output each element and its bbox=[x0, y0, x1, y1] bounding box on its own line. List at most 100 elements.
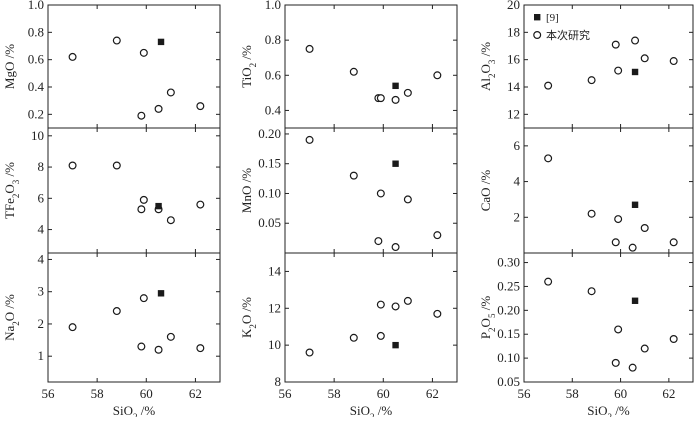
data-point-reference bbox=[157, 38, 165, 46]
y-axis-label: MgO /% bbox=[2, 44, 17, 89]
y-axis-label: TiO2 /% bbox=[239, 45, 258, 88]
x-tick-label: 60 bbox=[377, 386, 390, 401]
y-axis-label: Na2O /% bbox=[2, 294, 21, 341]
y-tick-label: 4 bbox=[38, 222, 45, 237]
x-axis-label: SiO2 /% bbox=[113, 403, 156, 417]
y-tick-label: 8 bbox=[275, 374, 282, 389]
y-tick-label: 0.15 bbox=[258, 156, 281, 171]
x-axis-label: SiO2 /% bbox=[587, 403, 630, 417]
data-point-this-study bbox=[614, 325, 623, 334]
data-point-this-study bbox=[137, 111, 146, 120]
y-tick-label: 0.4 bbox=[265, 102, 282, 117]
y-tick-label: 14 bbox=[507, 79, 521, 94]
panel-frame bbox=[284, 252, 458, 383]
y-tick-label: 0.25 bbox=[497, 278, 520, 293]
panel-frame bbox=[284, 127, 458, 254]
y-tick-label: 16 bbox=[507, 52, 521, 67]
panel-frame bbox=[47, 127, 221, 254]
x-tick-label: 58 bbox=[328, 386, 341, 401]
y-axis-label: P2O5 /% bbox=[478, 296, 497, 339]
x-tick-label: 58 bbox=[91, 386, 104, 401]
data-point-this-study bbox=[391, 302, 400, 311]
data-point-this-study bbox=[614, 66, 623, 75]
data-point-this-study bbox=[544, 277, 553, 286]
y-axis-label: Al2O3 /% bbox=[478, 42, 497, 91]
data-point-this-study bbox=[374, 237, 383, 246]
legend-label-reference: [9] bbox=[546, 12, 559, 24]
panel-frame bbox=[523, 252, 694, 383]
panel-frame bbox=[523, 127, 694, 254]
y-axis-label: CaO /% bbox=[478, 170, 493, 212]
data-point-this-study bbox=[544, 81, 553, 90]
y-tick-label: 0.4 bbox=[28, 79, 45, 94]
data-point-this-study bbox=[433, 231, 442, 240]
data-point-this-study bbox=[611, 238, 620, 247]
data-point-this-study bbox=[433, 309, 442, 318]
data-point-this-study bbox=[587, 76, 596, 85]
data-point-reference bbox=[157, 290, 165, 297]
y-tick-label: 18 bbox=[507, 24, 520, 39]
y-tick-label: 12 bbox=[268, 300, 281, 315]
panel-frame bbox=[284, 4, 458, 129]
data-point-this-study bbox=[305, 44, 314, 53]
y-tick-label: 0.8 bbox=[265, 32, 281, 47]
y-tick-label: 14 bbox=[268, 263, 282, 278]
data-point-this-study bbox=[376, 189, 385, 198]
x-tick-label: 62 bbox=[426, 386, 439, 401]
y-tick-label: 4 bbox=[514, 174, 521, 189]
x-tick-label: 58 bbox=[566, 386, 579, 401]
y-tick-label: 0.20 bbox=[258, 126, 281, 141]
data-point-this-study bbox=[112, 307, 121, 316]
x-tick-label: 60 bbox=[140, 386, 153, 401]
data-point-reference bbox=[155, 202, 162, 210]
data-point-this-study bbox=[68, 52, 77, 61]
data-point-this-study bbox=[614, 215, 623, 224]
y-tick-label: 1 bbox=[38, 348, 45, 363]
data-point-this-study bbox=[139, 294, 148, 303]
y-tick-label: 0.6 bbox=[28, 52, 45, 67]
y-tick-label: 0.15 bbox=[497, 326, 520, 341]
data-point-this-study bbox=[139, 48, 148, 57]
y-tick-label: 12 bbox=[507, 106, 520, 121]
y-tick-label: 0.6 bbox=[265, 67, 282, 82]
data-point-this-study bbox=[112, 161, 121, 170]
x-tick-label: 62 bbox=[189, 386, 202, 401]
y-tick-label: 0.10 bbox=[497, 350, 520, 365]
data-point-reference bbox=[392, 341, 399, 349]
data-point-this-study bbox=[403, 88, 412, 97]
panel-frame bbox=[47, 4, 221, 129]
y-tick-label: 2 bbox=[38, 316, 45, 331]
data-point-this-study bbox=[391, 95, 400, 104]
y-tick-label: 6 bbox=[38, 190, 45, 205]
y-tick-label: 0.2 bbox=[28, 106, 44, 121]
data-point-this-study bbox=[587, 287, 596, 296]
data-point-this-study bbox=[640, 54, 649, 63]
x-axis-label: SiO2 /% bbox=[350, 403, 393, 417]
x-tick-label: 62 bbox=[662, 386, 675, 401]
data-point-this-study bbox=[166, 88, 175, 97]
data-point-this-study bbox=[587, 209, 596, 218]
data-point-this-study bbox=[154, 104, 163, 113]
legend-marker-this-study bbox=[533, 31, 542, 40]
data-point-this-study bbox=[305, 348, 314, 357]
y-tick-label: 20 bbox=[507, 0, 520, 12]
legend-marker-reference bbox=[534, 14, 541, 21]
data-point-this-study bbox=[628, 363, 637, 372]
data-point-this-study bbox=[196, 102, 205, 111]
data-point-this-study bbox=[628, 243, 637, 252]
panel-frame bbox=[47, 252, 221, 383]
y-tick-label: 0.30 bbox=[497, 255, 520, 270]
data-point-this-study bbox=[544, 154, 553, 163]
data-point-reference bbox=[392, 160, 399, 167]
x-tick-label: 56 bbox=[518, 386, 532, 401]
data-point-this-study bbox=[391, 243, 400, 252]
y-tick-label: 0.20 bbox=[497, 302, 520, 317]
data-point-this-study bbox=[403, 296, 412, 305]
data-point-reference bbox=[631, 68, 639, 76]
legend-label-this-study: 本次研究 bbox=[546, 28, 590, 42]
data-point-reference bbox=[631, 201, 639, 208]
y-tick-label: 0.10 bbox=[258, 185, 281, 200]
data-point-this-study bbox=[669, 335, 678, 344]
y-tick-label: 1.0 bbox=[265, 0, 281, 12]
